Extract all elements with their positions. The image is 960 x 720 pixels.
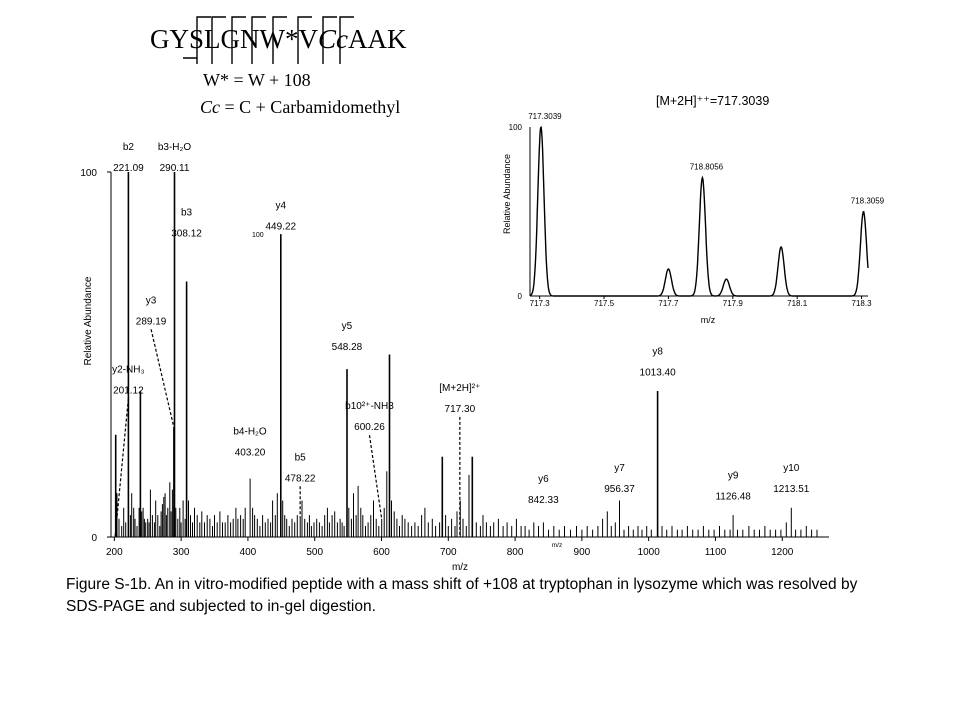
fragment-ion-label: [M+2H]²⁺ <box>439 383 480 394</box>
modification-c-legend: Cc = C + Carbamidomethyl <box>200 97 400 117</box>
fragment-ion-label: y8 <box>652 346 663 357</box>
fragment-ion-label: y5 <box>342 321 353 332</box>
inset-y-tick-label: 100 <box>509 123 523 132</box>
y-tick-label: 100 <box>80 168 97 179</box>
fragment-ion-label: b3 <box>181 208 193 219</box>
fragment-mz-label: 842.33 <box>528 495 559 506</box>
fragment-mz-label: 221.09 <box>113 163 144 174</box>
fragment-mz-label: 717.30 <box>445 404 476 415</box>
fragment-ion-label: y2-NH₃ <box>112 365 144 376</box>
main-x-axis-title: m/z <box>452 562 468 573</box>
fragment-ion-label: b2 <box>123 142 135 153</box>
annotation-guide <box>150 329 175 428</box>
peptide-sequence: GYSLGNW*VCcAAK <box>150 24 407 54</box>
main-x-axis-small-title: m/z <box>552 542 562 549</box>
main-y-ticks: 0 100 <box>80 168 111 544</box>
annotation-guide <box>368 435 383 519</box>
x-tick-label: 800 <box>507 547 524 558</box>
inset-y-tick-label: 0 <box>518 292 523 301</box>
fragment-mz-label: 478.22 <box>285 473 316 484</box>
x-tick-label: 1000 <box>638 547 661 558</box>
inset-title: [M+2H]⁺⁺=717.3039 <box>656 94 769 108</box>
x-tick-label: 300 <box>173 547 190 558</box>
fragment-mz-label: 548.28 <box>332 342 363 353</box>
main-annotation-guides <box>114 329 461 538</box>
fragment-mz-label: 201.12 <box>113 386 144 397</box>
inset-profile-line <box>529 125 869 297</box>
inset-peak-labels: 717.3039 718.8056 718.3059 <box>528 112 884 206</box>
x-tick-label: 700 <box>440 547 457 558</box>
fragment-ion-label: b10²⁺-NH3 <box>345 401 394 412</box>
main-stray-100-label: 100 <box>252 232 264 239</box>
fragment-ion-label: b5 <box>295 452 307 463</box>
x-tick-label: 200 <box>106 547 123 558</box>
x-tick-label: 900 <box>574 547 591 558</box>
inset-x-axis-title: m/z <box>701 315 716 325</box>
inset-peak-label: 718.8056 <box>690 163 724 172</box>
inset-y-ticks: 0 100 <box>509 123 523 301</box>
fragment-mz-label: 600.26 <box>354 422 385 433</box>
fragment-ion-label: b3-H₂O <box>158 142 192 153</box>
inset-peak-label: 718.3059 <box>851 197 885 206</box>
main-x-ticks: 200 300 400 500 600 700 800 900 1000 1100 1200 <box>106 537 794 558</box>
inset-x-tick-label: 718.3 <box>852 299 873 308</box>
x-tick-label: 500 <box>306 547 323 558</box>
x-tick-label: 600 <box>373 547 390 558</box>
fragment-ion-label: y3 <box>146 295 157 306</box>
inset-x-tick-label: 717.7 <box>658 299 679 308</box>
fragment-ion-label: y9 <box>728 471 739 482</box>
fragment-mz-label: 403.20 <box>235 448 266 459</box>
fragment-mz-label: 1013.40 <box>640 367 677 378</box>
fragment-ion-label: y7 <box>614 463 625 474</box>
fragmentation-marks <box>183 16 354 64</box>
inset-y-axis-title: Relative Abundance <box>502 154 512 234</box>
fragment-ion-label: b4-H₂O <box>233 427 267 438</box>
fragment-mz-label: 289.19 <box>136 316 167 327</box>
fragment-ion-label: y10 <box>783 463 800 474</box>
peptide-header: GYSLGNW*VCcAAK W* = W + 108 Cc = C + Car… <box>150 16 407 117</box>
y-tick-label: 0 <box>91 533 97 544</box>
x-tick-label: 1100 <box>705 547 727 558</box>
inset-x-ticks: 717.3 717.5 717.7 717.9 718.1 718.3 <box>530 296 872 308</box>
inset-spectrum: [M+2H]⁺⁺=717.3039 717.3039718.8056718.30… <box>502 94 885 325</box>
inset-x-tick-label: 717.9 <box>723 299 744 308</box>
x-tick-label: 1200 <box>771 547 794 558</box>
main-peaks <box>114 172 818 537</box>
fragment-mz-label: 1126.48 <box>715 492 751 503</box>
inset-x-tick-label: 718.1 <box>787 299 808 308</box>
x-tick-label: 400 <box>240 547 257 558</box>
main-annotation-labels: b2 221.09 b3-H₂O 290.11 b3 308.12 y4 449.22 y3 28… <box>112 142 810 506</box>
modification-w-legend: W* = W + 108 <box>203 70 311 90</box>
fragment-mz-label: 308.12 <box>171 229 202 240</box>
inset-peak-label: 717.3039 <box>528 112 562 121</box>
inset-x-tick-label: 717.5 <box>594 299 615 308</box>
annotation-guide <box>114 398 129 538</box>
main-spectrum: b2 221.09 b3-H₂O 290.11 b3 308.12 y4 449.22 y3 28… <box>80 142 829 573</box>
fragment-ion-label: y6 <box>538 474 549 485</box>
fragment-mz-label: 449.22 <box>265 221 296 232</box>
fragment-mz-label: 956.37 <box>604 484 635 495</box>
fragment-mz-label: 290.11 <box>160 163 190 174</box>
fragment-ion-label: y4 <box>276 200 287 211</box>
fragment-mz-label: 1213.51 <box>773 484 810 495</box>
inset-x-tick-label: 717.3 <box>530 299 551 308</box>
main-y-axis-title: Relative Abundance <box>83 276 94 365</box>
figure-caption: Figure S-1b. An in vitro-modified peptid… <box>66 576 858 615</box>
